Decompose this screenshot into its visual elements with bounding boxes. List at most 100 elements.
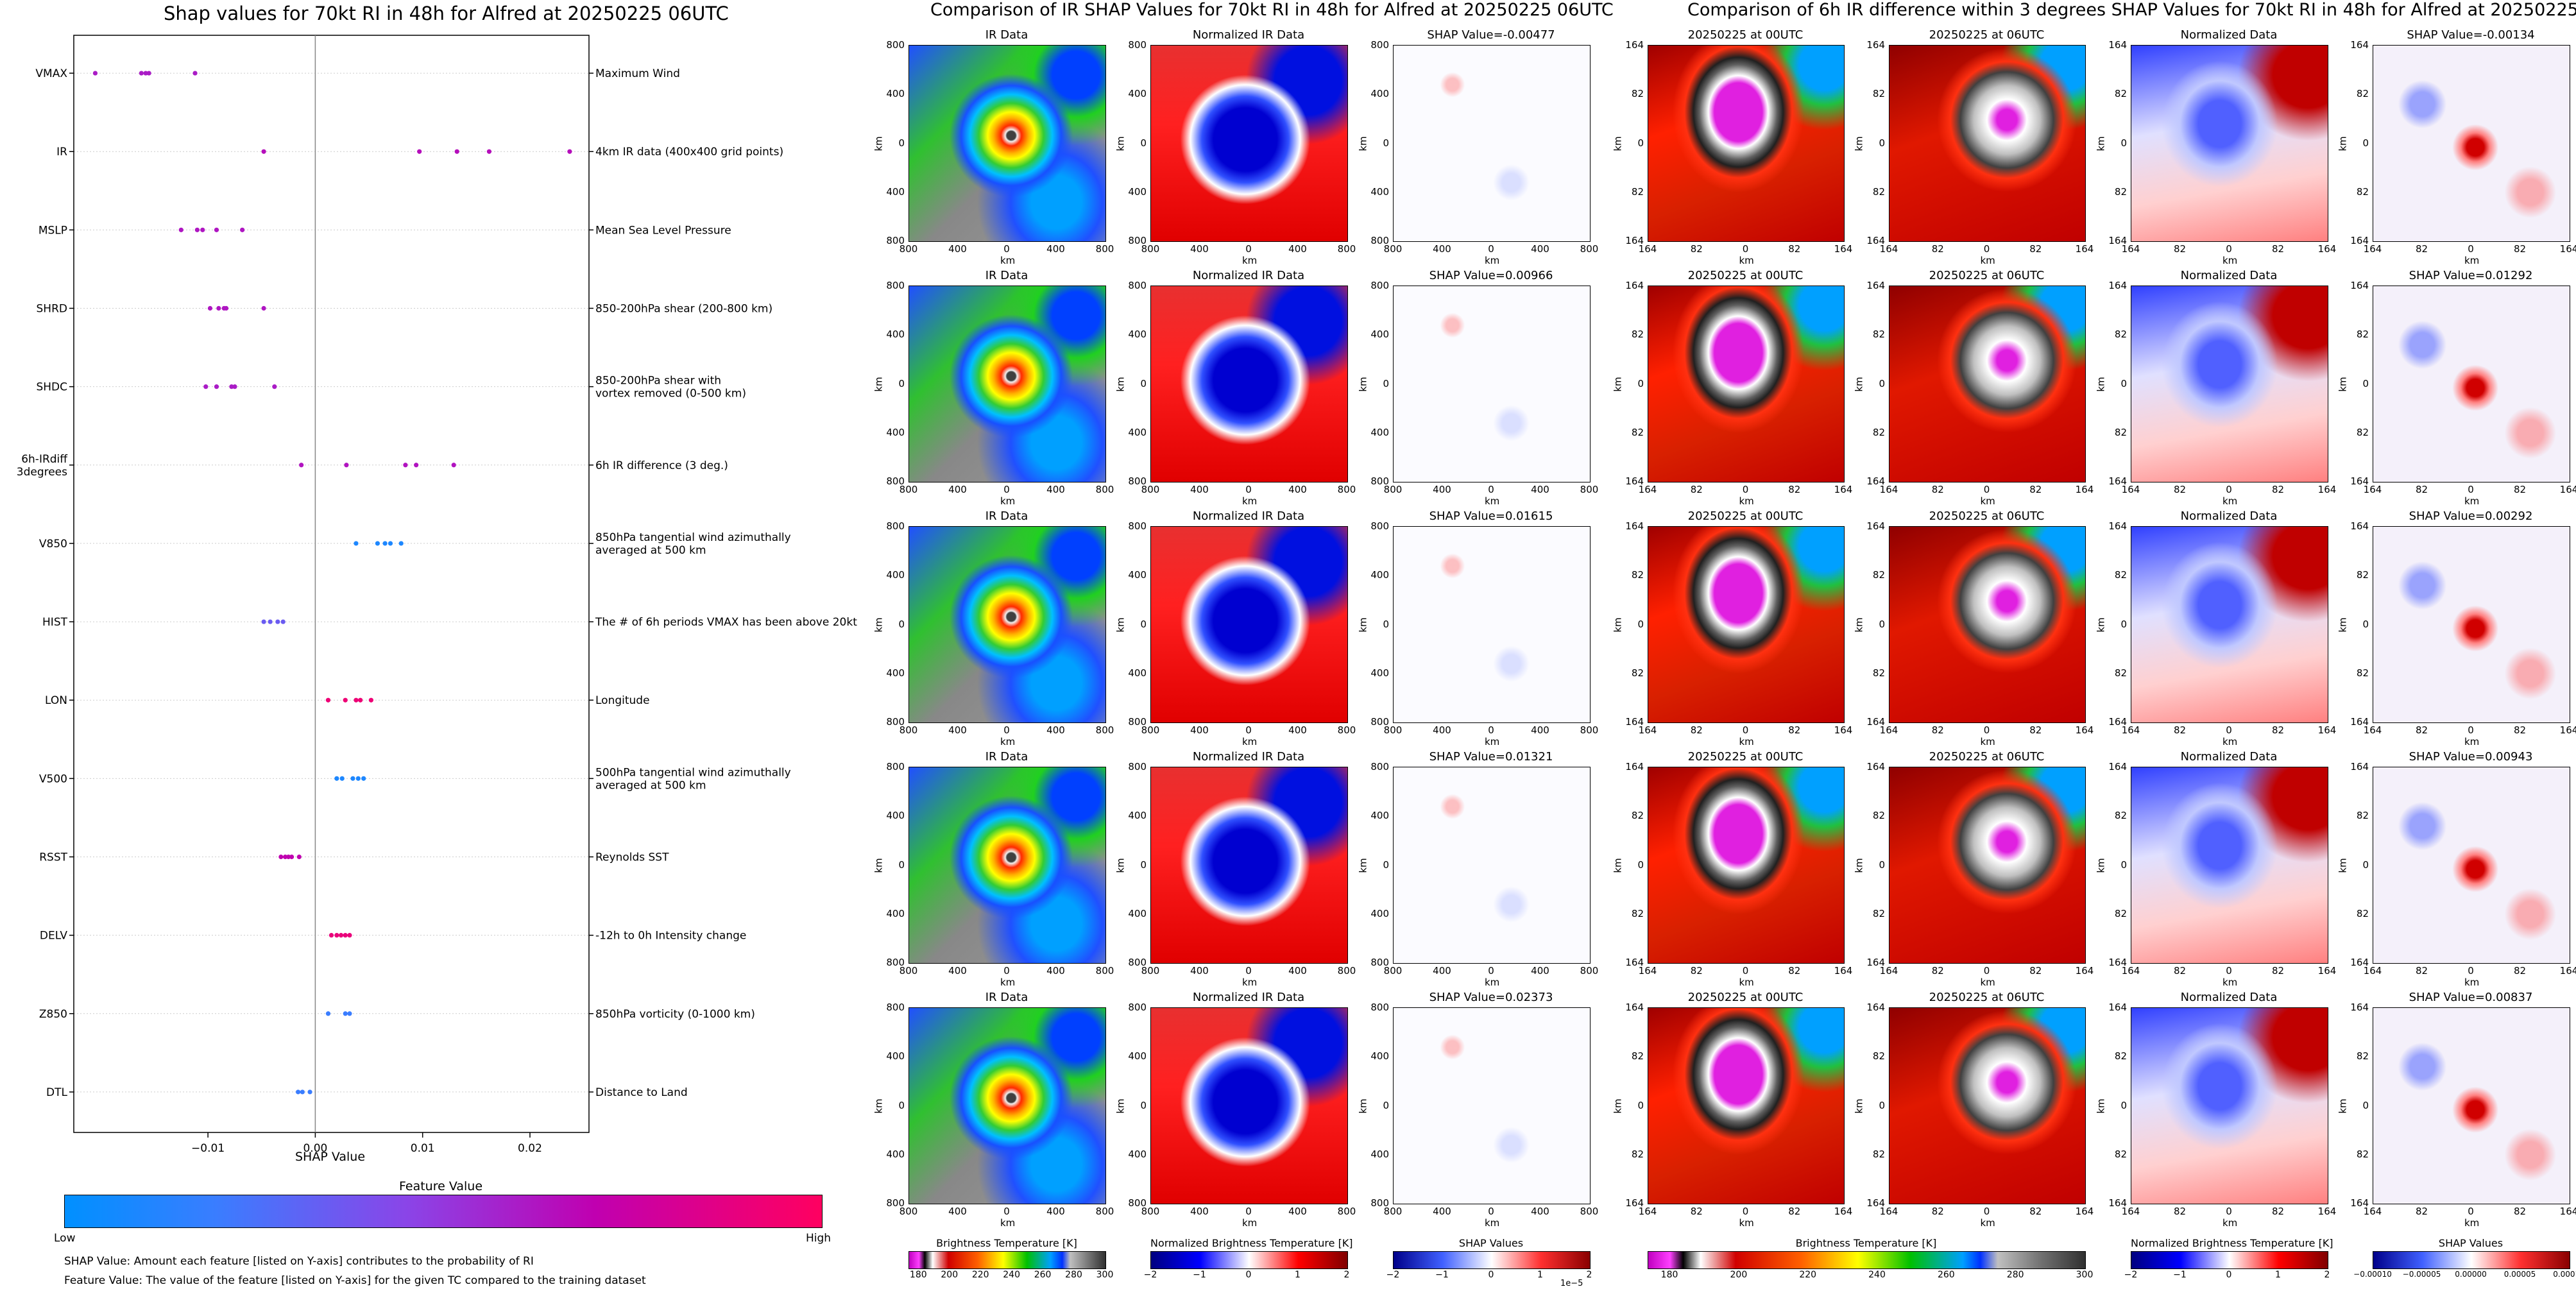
y-tick-label: 800 — [1370, 235, 1389, 246]
y-tick-label: 0 — [898, 618, 905, 630]
feature-name-label: V500 — [39, 773, 67, 785]
x-axis-label: km — [1980, 736, 1995, 747]
y-tick-label: 800 — [1370, 957, 1389, 968]
y-tick-label: 82 — [1631, 1050, 1644, 1063]
y-tick-label: 164 — [2108, 280, 2127, 291]
feature-description-label: averaged at 500 km — [595, 544, 706, 557]
panel-title: Normalized Data — [2180, 269, 2278, 282]
shap-point — [289, 854, 294, 860]
shap-point — [92, 71, 98, 76]
shap-point — [261, 149, 266, 154]
feature-name-label: 6h-IRdiff — [21, 453, 68, 466]
panel-title: Normalized IR Data — [1192, 991, 1305, 1004]
feature-description-label: 850-200hPa shear with — [595, 375, 721, 388]
x-tick-label: −0.01 — [191, 1142, 225, 1155]
panel-title: 20250225 at 06UTC — [1929, 28, 2045, 42]
y-tick-label: 800 — [1370, 39, 1389, 51]
y-tick-label: 164 — [2108, 39, 2127, 51]
x-axis-label: km — [1739, 977, 1754, 988]
y-axis-label: km — [1853, 135, 1865, 151]
x-tick-label: 82 — [2271, 965, 2285, 977]
x-tick-label: 164 — [1638, 484, 1657, 495]
x-tick-label: 800 — [1580, 965, 1599, 977]
y-tick-label: 82 — [2114, 185, 2127, 198]
x-tick-label: 800 — [1337, 724, 1356, 736]
shap-point — [382, 541, 388, 546]
x-tick-label: 0 — [1983, 965, 1990, 977]
y-axis-label: km — [1357, 376, 1369, 392]
x-axis-label: km — [2464, 977, 2480, 988]
y-tick-label: 164 — [2108, 1002, 2127, 1013]
y-tick-label: 800 — [886, 475, 905, 487]
x-axis-label: km — [2464, 495, 2480, 507]
y-tick-label: 164 — [2108, 1197, 2127, 1209]
y-tick-label: 800 — [1128, 475, 1147, 487]
y-tick-label: 400 — [886, 185, 905, 198]
x-tick-label: 0 — [1742, 243, 1749, 255]
y-tick-label: 82 — [1631, 88, 1644, 100]
colorbar-tick-label: 0 — [1245, 1270, 1252, 1280]
y-tick-label: 82 — [1631, 907, 1644, 919]
y-tick-label: 82 — [2356, 1148, 2369, 1160]
shap-point — [350, 776, 355, 781]
colorbar-tick-label: 200 — [1730, 1270, 1748, 1280]
y-tick-label: 82 — [1631, 426, 1644, 438]
x-tick-label: 164 — [2363, 1206, 2382, 1217]
y-tick-label: 0 — [1879, 377, 1885, 389]
shap-point — [398, 541, 404, 546]
x-tick-label: 0 — [1003, 1206, 1010, 1217]
x-tick-label: 400 — [1433, 1206, 1451, 1217]
x-tick-label: 82 — [2173, 243, 2187, 255]
y-axis-label: km — [1357, 135, 1369, 151]
x-tick-label: 400 — [1433, 724, 1451, 736]
panel-title: 20250225 at 06UTC — [1929, 269, 2045, 282]
y-tick-label: 164 — [1625, 235, 1644, 246]
shap-point — [354, 697, 359, 703]
feature-description-label: Longitude — [595, 694, 650, 707]
image-panel — [908, 526, 1106, 723]
y-axis-label: km — [1853, 376, 1865, 392]
x-axis-label: km — [2222, 736, 2238, 747]
y-tick-label: 400 — [886, 329, 905, 341]
feature-description-label: 850hPa tangential wind azimuthally — [595, 531, 791, 544]
y-tick-label: 0 — [1383, 377, 1389, 389]
x-axis-label: km — [1739, 495, 1754, 507]
y-axis-label: km — [2095, 617, 2107, 633]
shap-point — [354, 541, 359, 546]
y-tick-label: 82 — [1872, 1050, 1885, 1063]
x-tick-label: 164 — [2559, 724, 2576, 736]
x-axis-label: km — [1485, 255, 1500, 266]
x-tick-label: 0 — [2226, 1206, 2232, 1217]
shap-point — [268, 619, 273, 624]
y-tick-label: 164 — [2350, 761, 2369, 773]
feature-description-label: -12h to 0h Intensity change — [595, 930, 746, 943]
y-tick-label: 164 — [1625, 520, 1644, 532]
y-axis-label: km — [1612, 1098, 1624, 1114]
y-tick-label: 800 — [886, 280, 905, 291]
x-tick-label: 164 — [2075, 965, 2094, 977]
x-axis-label: km — [1739, 1217, 1754, 1229]
feature-name-label: SHDC — [36, 381, 67, 394]
panel-title: Normalized IR Data — [1192, 509, 1305, 523]
shap-point — [307, 1089, 312, 1095]
shap-point — [207, 305, 213, 311]
x-tick-label: 82 — [2415, 965, 2428, 977]
x-axis-label: km — [1980, 977, 1995, 988]
shap-point — [343, 1011, 348, 1016]
image-panel — [908, 286, 1106, 482]
shap-point — [454, 149, 459, 154]
y-axis-label: km — [1853, 857, 1865, 873]
x-tick-label: 400 — [948, 484, 967, 495]
x-tick-label: 800 — [1383, 1206, 1403, 1217]
x-tick-label: 400 — [1531, 484, 1549, 495]
panel-title: SHAP Value=0.02373 — [1429, 991, 1553, 1004]
y-tick-label: 0 — [1140, 377, 1147, 389]
y-tick-label: 82 — [2356, 329, 2369, 341]
x-tick-label: 0.01 — [411, 1142, 435, 1155]
image-panel — [2373, 1007, 2570, 1204]
x-tick-label: 0.00 — [303, 1142, 327, 1155]
shap-point — [229, 384, 234, 389]
y-tick-label: 0 — [2120, 618, 2127, 630]
x-tick-label: 800 — [1580, 243, 1599, 255]
shap-plot-frame — [73, 35, 590, 1133]
